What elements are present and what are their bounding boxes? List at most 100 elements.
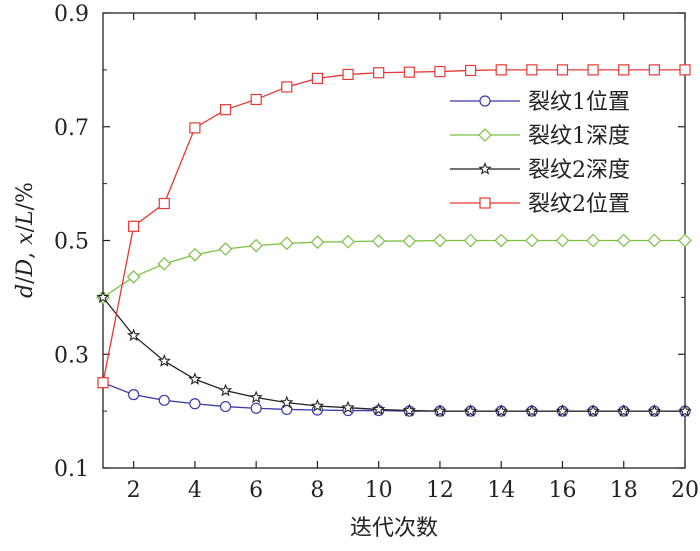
y-tick-label: 0.1 [54,457,89,482]
data-point [250,93,262,106]
data-point [617,404,631,417]
data-point [463,404,478,417]
data-point [310,235,325,250]
data-point [586,404,600,417]
x-tick-label: 16 [548,478,576,503]
data-point [647,404,662,417]
axis-ticks [103,12,686,469]
data-point [433,404,447,417]
legend-marker [478,128,492,142]
data-point [678,233,692,248]
data-point [678,404,692,417]
data-point [189,398,201,410]
x-tick-label: 8 [310,478,324,503]
data-point [616,233,631,248]
data-point [341,234,355,249]
y-axis-label-x: x [13,232,38,245]
data-point [555,404,570,417]
legend-label: 裂纹1深度 [528,124,630,149]
data-point [311,72,324,85]
data-point [433,233,447,248]
y-axis-label-D: D [13,258,38,277]
data-point [679,64,691,76]
data-point [371,234,386,248]
y-axis-label-percent: /% [13,182,38,210]
y-tick-label: 0.9 [54,2,89,27]
data-point [280,395,294,409]
legend-item: 裂纹2深度 [450,158,630,183]
data-point [341,400,355,414]
legend-label: 裂纹1位置 [528,90,630,115]
data-point [463,233,478,248]
data-point [526,64,538,76]
data-point [524,233,539,248]
x-tick-label: 14 [487,478,515,503]
x-axis-label: 迭代次数 [350,516,438,541]
data-point [586,233,600,248]
data-point [647,233,662,248]
data-point [556,64,569,76]
legend-marker [479,197,491,209]
y-axis-label-d: d [13,284,38,298]
y-tick-label: 0.5 [54,230,89,255]
data-point [128,389,140,401]
data-point [219,400,232,413]
data-point [434,65,446,78]
series-3 [96,290,692,417]
data-point [189,122,201,134]
data-point [402,234,417,248]
legend-item: 裂纹1深度 [450,124,630,149]
y-axis-label-slash2: / [13,224,38,232]
data-point [342,68,354,81]
data-point [464,64,477,77]
data-point [188,372,202,385]
series-2 [96,233,692,305]
x-tick-label: 6 [249,478,263,503]
y-tick-labels: 0.1 0.3 0.5 0.7 0.9 [54,2,89,482]
data-point [618,64,630,76]
x-tick-label: 4 [188,478,202,503]
data-point [218,383,233,397]
legend-item: 裂纹1位置 [450,90,630,115]
x-tick-label: 12 [426,478,454,503]
data-point [249,238,264,253]
x-tick-label: 20 [671,478,699,503]
data-point [97,377,109,389]
data-point [250,402,262,414]
x-tick-labels: 2 4 6 8 10 12 14 16 18 20 [127,478,699,503]
y-axis-label-slash1: / [13,276,38,284]
data-point [555,233,570,248]
x-tick-label: 2 [127,478,141,503]
data-point [525,404,539,417]
y-axis-label: d/D, x/L/% [13,182,38,298]
y-tick-label: 0.3 [54,343,89,368]
data-point [249,390,263,404]
data-point [128,220,140,232]
data-point [648,64,660,76]
legend-label: 裂纹2位置 [528,192,630,217]
x-tick-label: 18 [610,478,638,503]
data-point [126,270,141,284]
y-tick-label: 0.7 [54,116,89,141]
data-point [310,399,325,412]
data-point [402,403,416,417]
data-point [218,242,233,256]
data-point [373,67,385,79]
x-tick-label: 10 [365,478,393,503]
data-point [157,256,172,271]
series-layer [96,64,692,417]
data-point [157,354,171,367]
series-4 [97,64,691,389]
data-point [188,247,202,262]
data-point [281,81,293,93]
series-line [102,296,685,412]
data-point [494,404,508,417]
y-axis-label-L: L [13,210,38,226]
data-point [219,104,232,116]
data-point [403,66,415,78]
data-point [372,402,386,416]
data-point [158,394,170,406]
